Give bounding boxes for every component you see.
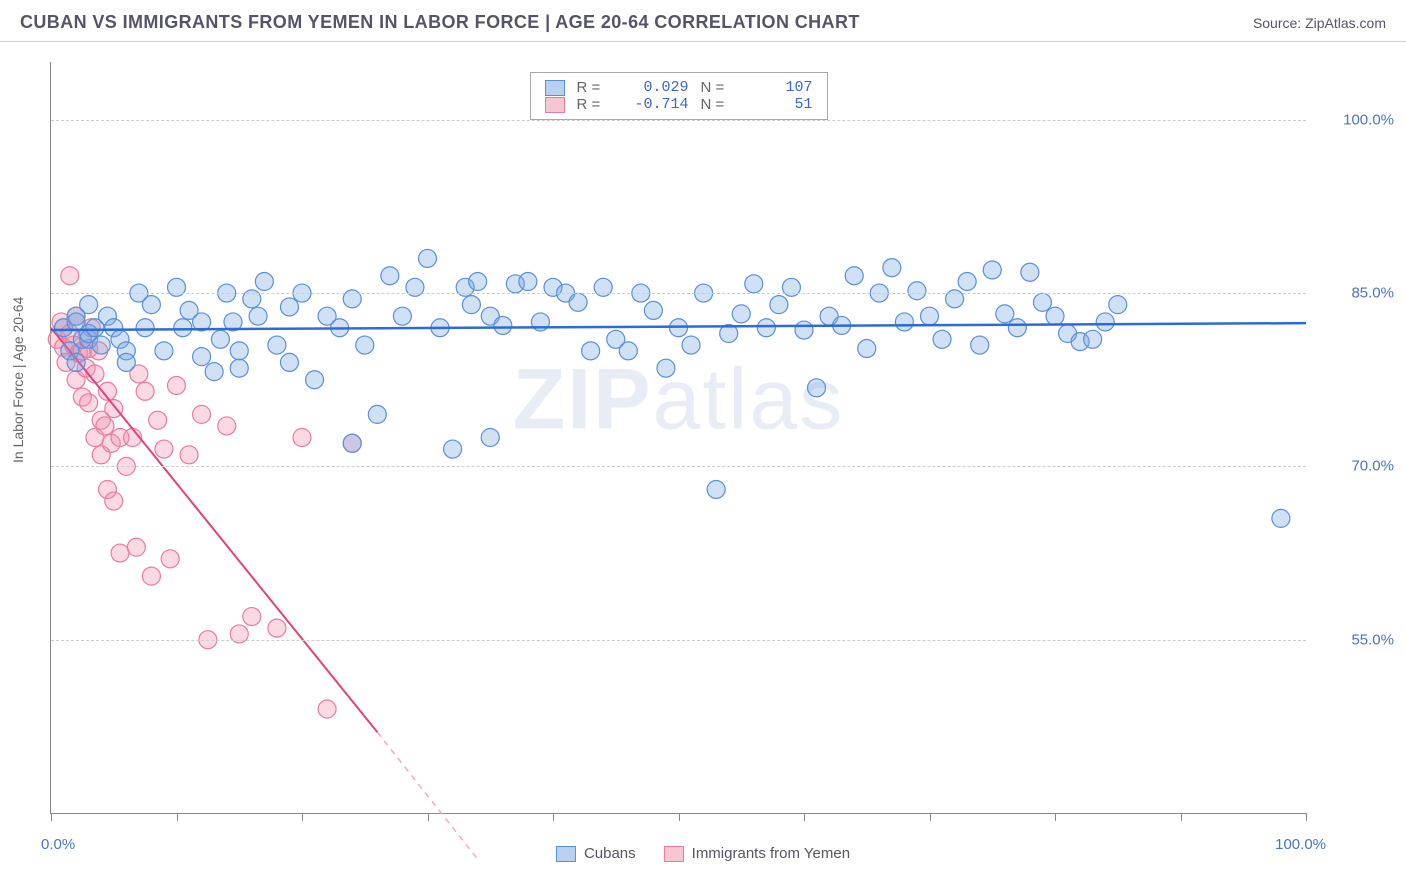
swatch-cubans: [545, 80, 565, 96]
n-value-cubans: 107: [743, 79, 813, 96]
swatch-yemen-b: [664, 846, 684, 862]
r-value-cubans: 0.029: [619, 79, 689, 96]
y-tick-label: 55.0%: [1351, 631, 1394, 648]
legend-label-cubans: Cubans: [584, 845, 636, 862]
correlation-legend: R = 0.029 N = 107 R = -0.714 N = 51: [530, 72, 828, 120]
legend-row-cubans: R = 0.029 N = 107: [545, 79, 813, 96]
source-label: Source: ZipAtlas.com: [1253, 15, 1386, 31]
legend-row-yemen: R = -0.714 N = 51: [545, 96, 813, 113]
swatch-cubans-b: [556, 846, 576, 862]
series-legend: Cubans Immigrants from Yemen: [556, 845, 850, 862]
x-axis-label-min: 0.0%: [41, 836, 75, 853]
n-value-yemen: 51: [743, 96, 813, 113]
y-tick-label: 100.0%: [1343, 111, 1394, 128]
scatter-svg: [51, 62, 1306, 813]
legend-item-yemen: Immigrants from Yemen: [664, 845, 850, 862]
legend-label-yemen: Immigrants from Yemen: [692, 845, 850, 862]
y-tick-label: 70.0%: [1351, 458, 1394, 475]
chart-container: In Labor Force | Age 20-64 ZIPatlas R = …: [0, 42, 1406, 884]
y-axis-title: In Labor Force | Age 20-64: [10, 297, 26, 463]
y-tick-label: 85.0%: [1351, 285, 1394, 302]
swatch-yemen: [545, 97, 565, 113]
x-axis-label-max: 100.0%: [1275, 836, 1326, 853]
r-value-yemen: -0.714: [619, 96, 689, 113]
chart-title: CUBAN VS IMMIGRANTS FROM YEMEN IN LABOR …: [20, 12, 860, 33]
legend-item-cubans: Cubans: [556, 845, 636, 862]
plot-area: ZIPatlas R = 0.029 N = 107 R = -0.714 N …: [50, 62, 1306, 814]
